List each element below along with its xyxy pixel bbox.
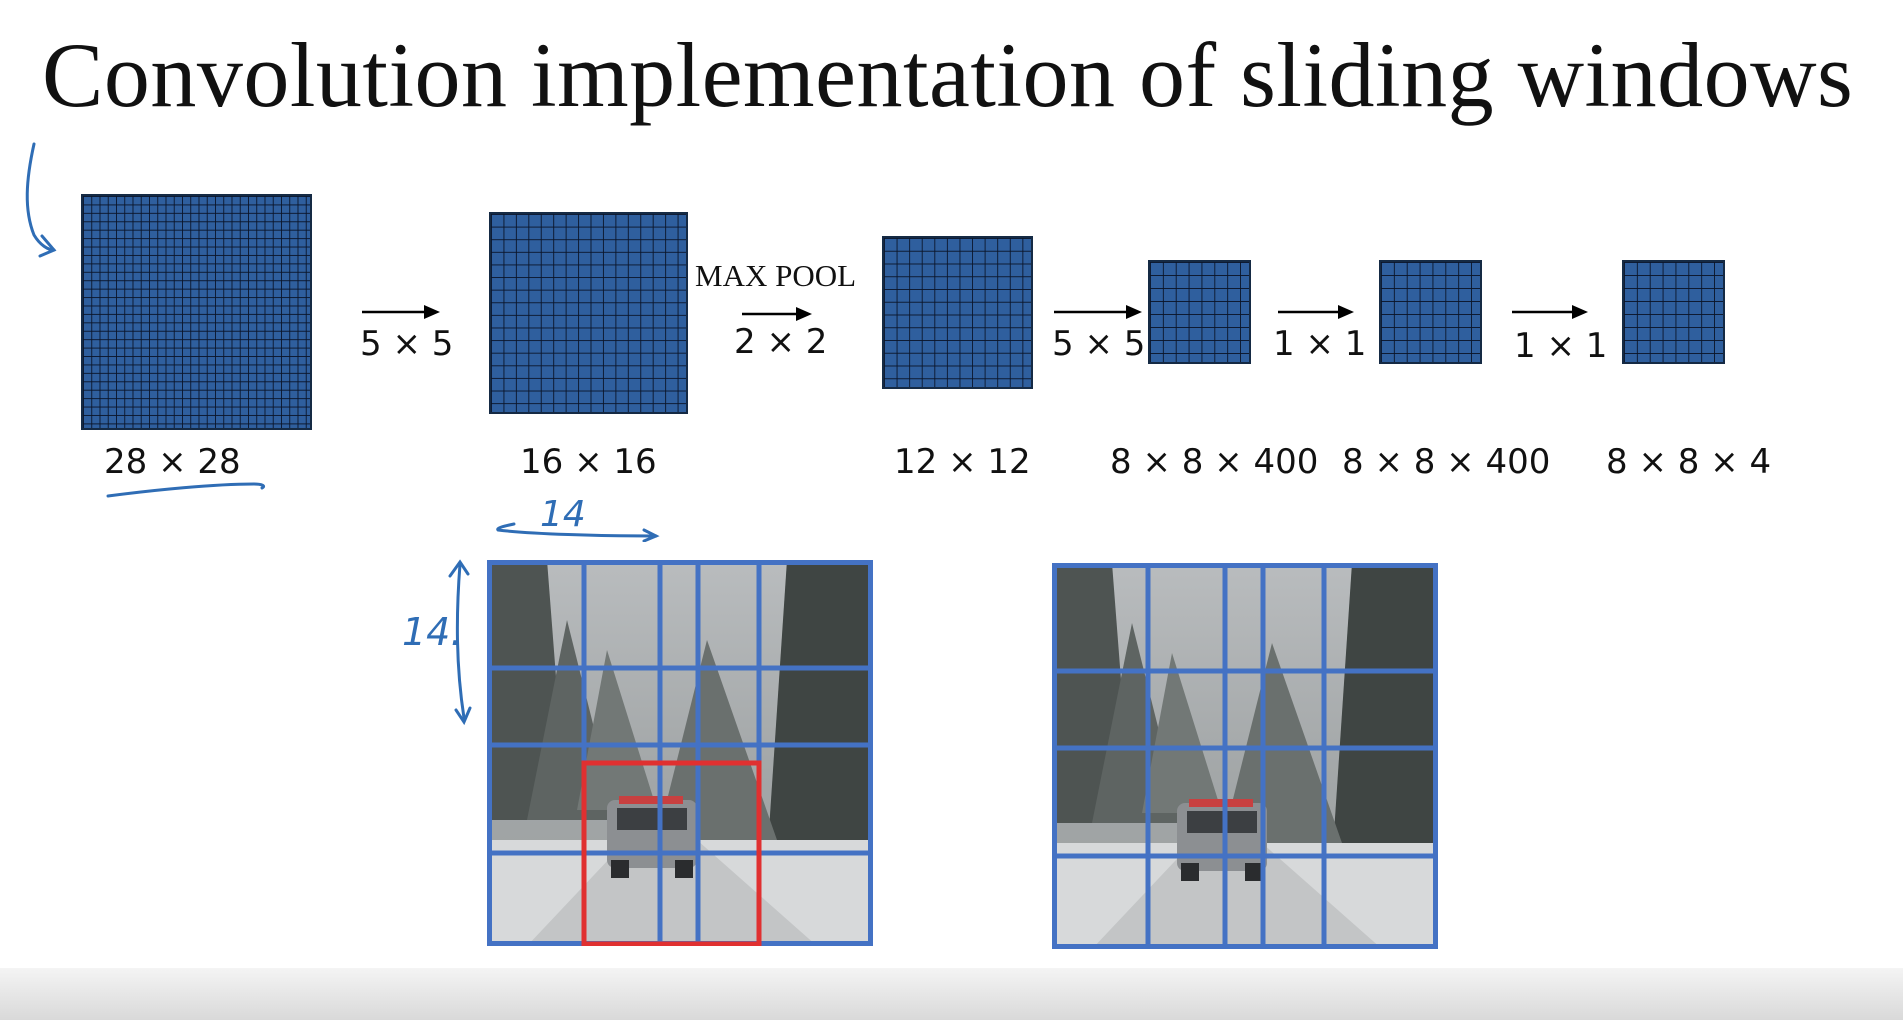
arrow-icon [742, 307, 812, 321]
handwritten-width-arrow [496, 522, 660, 542]
op-label-conv-5x5: 5 × 5 [360, 324, 454, 364]
op-label-pool-2x2: 2 × 2 [734, 322, 828, 362]
pool-grid-12 [882, 236, 1033, 389]
fc-grid-400-b [1379, 260, 1482, 364]
dim-label-12: 12 × 12 [894, 442, 1031, 482]
op-label-conv-1x1-b: 1 × 1 [1514, 326, 1608, 366]
handwritten-height-arrow [448, 559, 472, 726]
arrow-icon [1512, 305, 1588, 319]
video-bottom-bar [0, 968, 1903, 1020]
handwritten-height-note: 14. [402, 610, 463, 654]
handwritten-hook-arrow [25, 142, 57, 258]
op-label-conv-1x1: 1 × 1 [1273, 324, 1367, 364]
maxpool-label: MAX POOL [695, 258, 857, 293]
handwritten-width-note: 14 [540, 494, 586, 535]
handwritten-underline [106, 482, 266, 498]
dim-label-8x8x4: 8 × 8 × 4 [1606, 442, 1772, 482]
arrow-icon [1278, 305, 1354, 319]
arrow-icon [362, 305, 440, 319]
road-photo-output-grid [1052, 563, 1438, 949]
dim-label-8x8x400-b: 8 × 8 × 400 [1342, 442, 1551, 482]
arrow-icon [1054, 305, 1142, 319]
slide-title: Convolution implementation of sliding wi… [42, 24, 1854, 126]
dim-label-16: 16 × 16 [520, 442, 657, 482]
op-label-conv-5x5-b: 5 × 5 [1052, 324, 1146, 364]
dim-label-28: 28 × 28 [104, 442, 241, 482]
fc-grid-400-a [1148, 260, 1251, 364]
dim-label-8x8x400-a: 8 × 8 × 400 [1110, 442, 1319, 482]
output-grid-4 [1622, 260, 1725, 364]
road-photo-with-windows [487, 560, 873, 946]
input-grid-28 [81, 194, 312, 430]
highlight-window [581, 760, 762, 946]
conv-grid-16 [489, 212, 688, 414]
